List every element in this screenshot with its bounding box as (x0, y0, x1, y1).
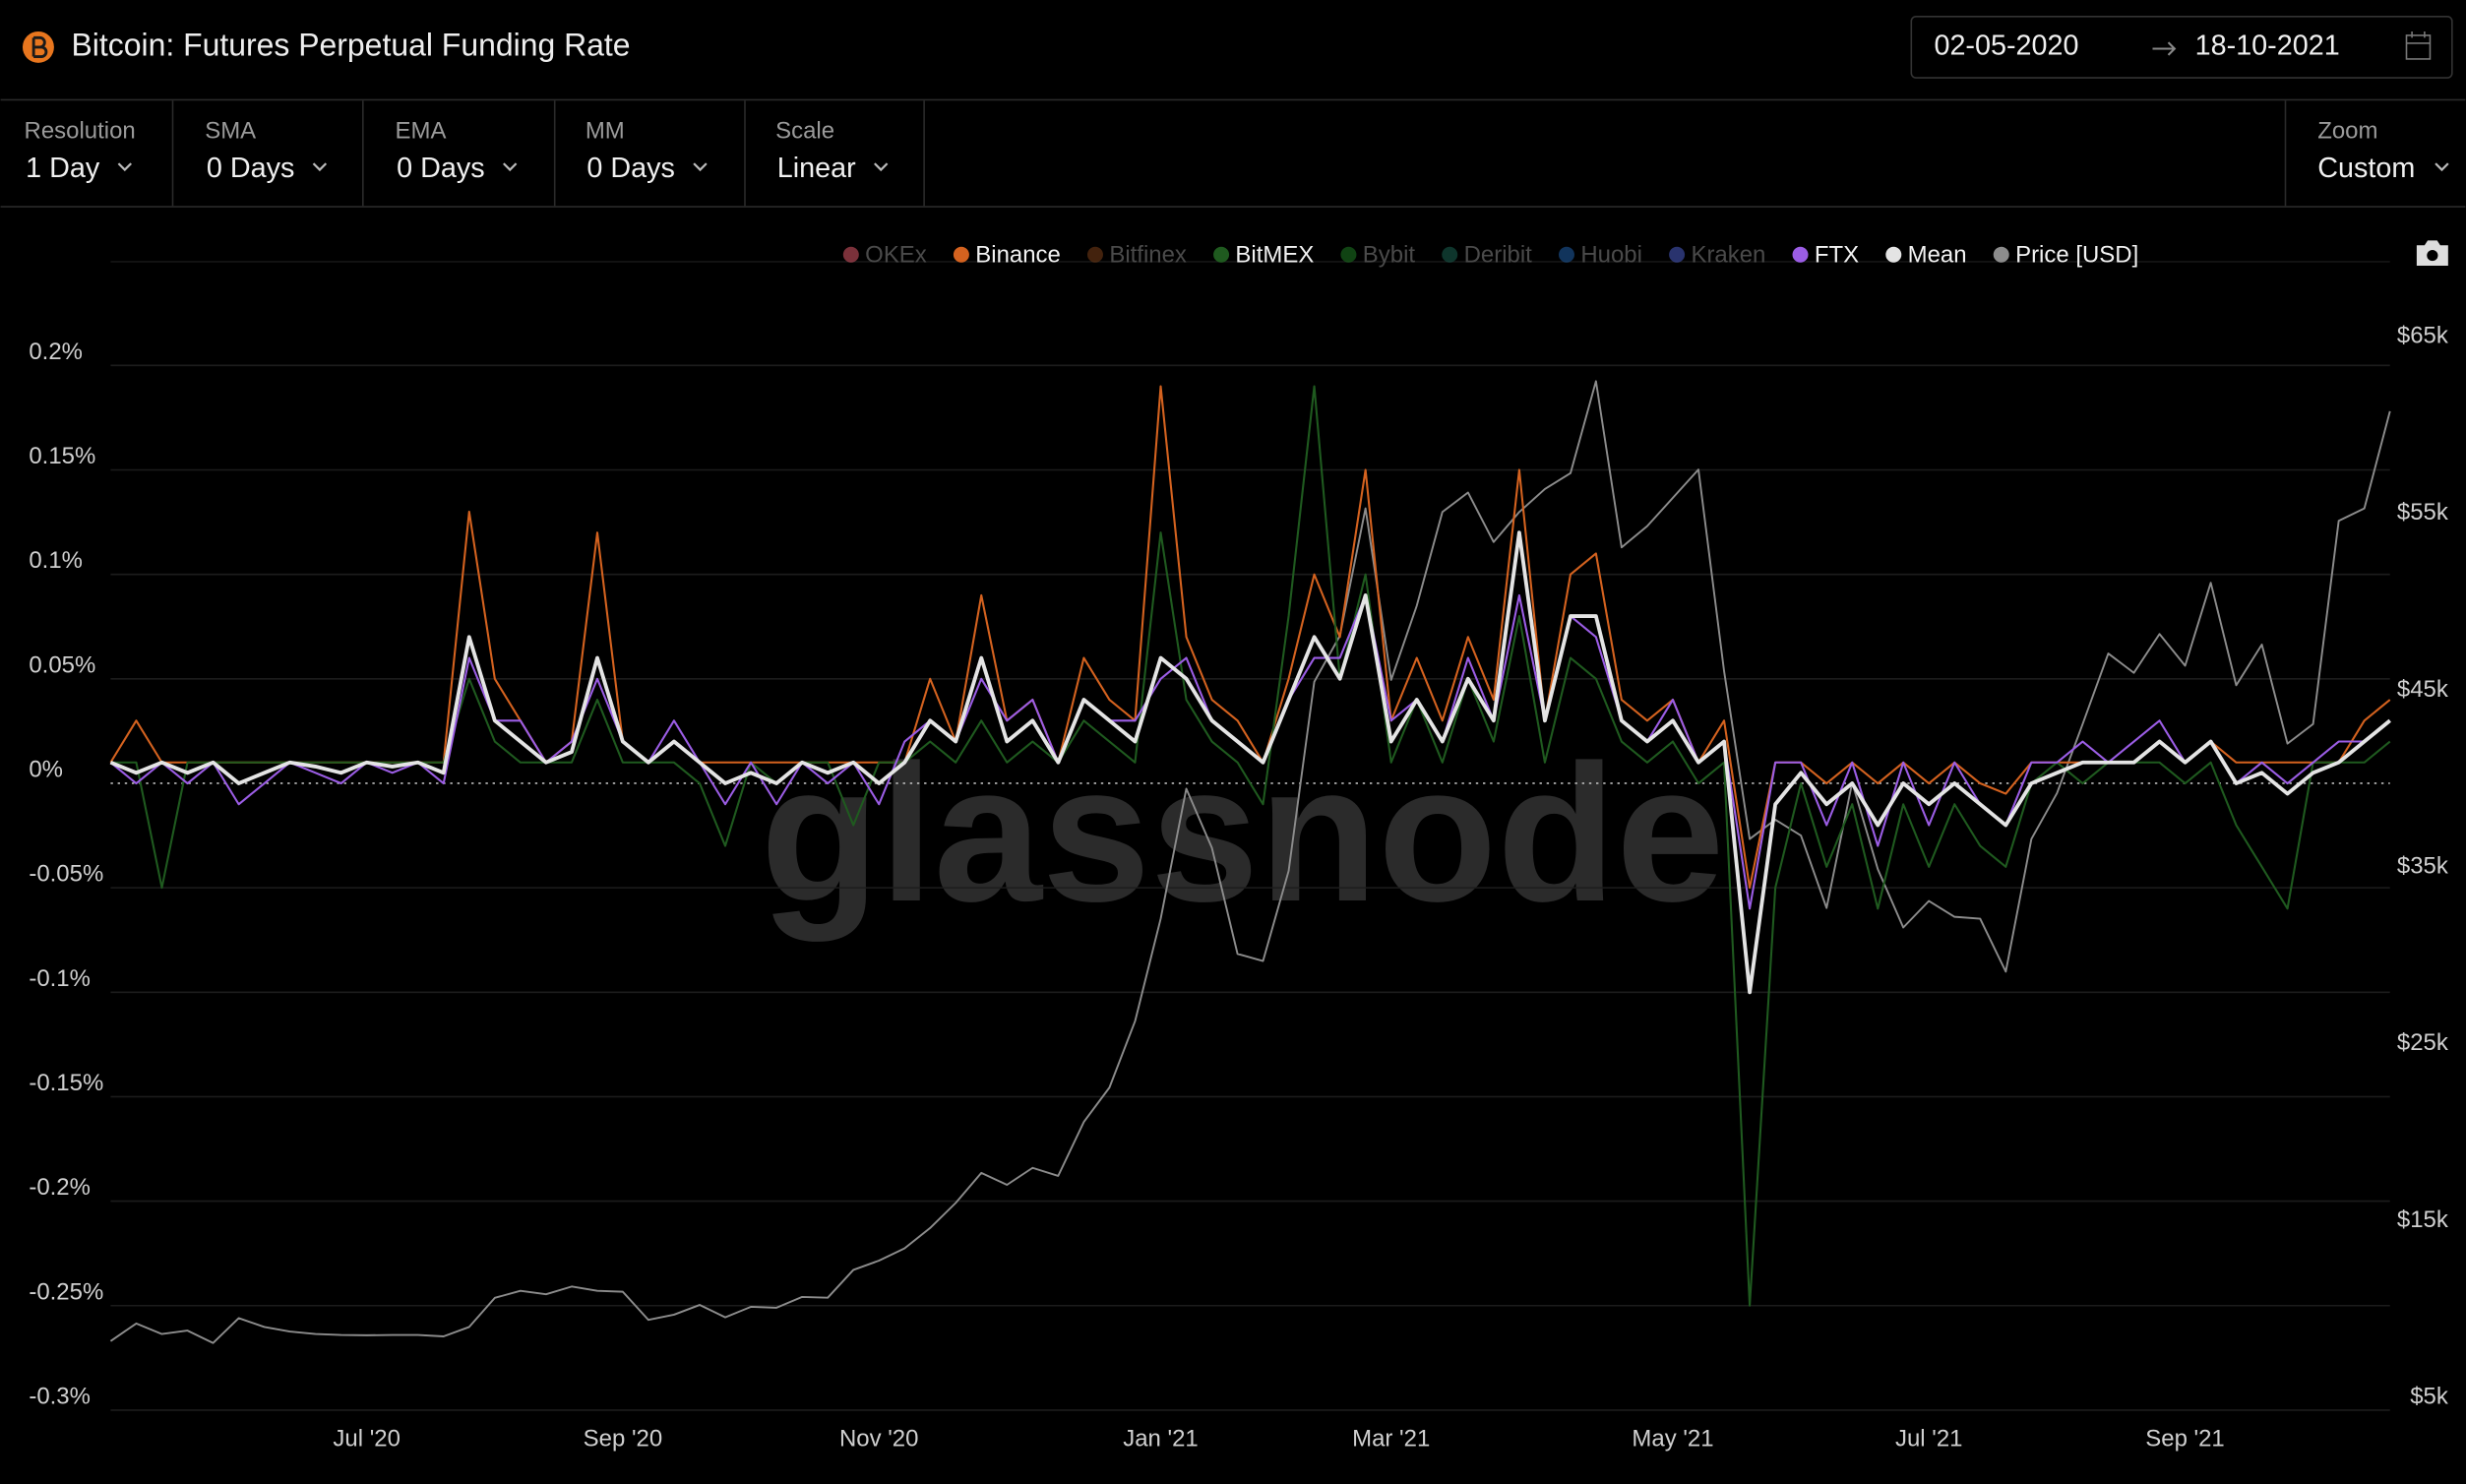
legend-label[interactable]: Bitfinex (1109, 242, 1187, 269)
y2-tick-label: $65k (2397, 323, 2449, 349)
date-from[interactable]: 02-05-2020 (1934, 31, 2078, 62)
series-line (110, 385, 2391, 1307)
legend-label[interactable]: Kraken (1691, 242, 1765, 269)
y2-tick-label: $25k (2397, 1029, 2449, 1056)
legend-label[interactable]: Huobi (1580, 242, 1642, 269)
chevron (312, 162, 328, 172)
control-value[interactable]: 0 Days (586, 153, 674, 184)
control-label: EMA (396, 118, 447, 145)
control-label: Scale (775, 118, 834, 145)
legend-label[interactable]: BitMEX (1235, 242, 1314, 269)
legend-dot[interactable] (1669, 246, 1686, 263)
chevron (503, 162, 518, 172)
legend-dot[interactable] (1340, 246, 1357, 263)
watermark: glassnode (761, 724, 1725, 942)
chevron (117, 162, 133, 172)
grid: 0.2% 0.15% 0.1% 0.05% 0% -0.05% -0.1% -0.15% -0.… (29, 261, 2449, 1453)
x-tick-label: Jan '21 (1123, 1426, 1199, 1453)
lines (109, 380, 2391, 1344)
series-line (109, 380, 2391, 1344)
chevron (874, 162, 889, 172)
chevron (693, 162, 708, 172)
y-tick-label: -0.15% (29, 1070, 103, 1096)
legend-label[interactable]: Mean (1908, 242, 1967, 269)
legend-dot[interactable] (842, 246, 859, 263)
y2-tick-label: $35k (2397, 853, 2449, 880)
y2-tick-label: $45k (2397, 676, 2449, 703)
camera-lens (2427, 249, 2438, 262)
bitcoin-glyph (31, 35, 48, 58)
control-label: MM (586, 118, 625, 145)
date-to[interactable]: 18-10-2021 (2195, 31, 2340, 62)
y-tick-label: -0.3% (29, 1383, 91, 1409)
y2-tick-label: $15k (2397, 1206, 2449, 1233)
control-value[interactable]: 0 Days (207, 153, 294, 184)
y-tick-label: 0% (29, 757, 63, 783)
y-tick-label: 0.05% (29, 651, 95, 678)
legend: OKEx Binance Bitfinex BitMEX Bybit Deribit Huo… (842, 242, 2138, 269)
y-tick-label: 0.2% (29, 339, 83, 365)
date-arrow (2152, 41, 2177, 56)
legend-label[interactable]: Bybit (1363, 242, 1416, 269)
x-tick-label: Jul '20 (333, 1426, 401, 1453)
x-tick-label: Sep '21 (2145, 1426, 2225, 1453)
x-tick-label: Jul '21 (1895, 1426, 1962, 1453)
series-line (109, 530, 2391, 995)
chevron (2435, 162, 2449, 172)
y-tick-label: -0.05% (29, 861, 103, 888)
legend-label[interactable]: FTX (1815, 242, 1859, 269)
control-value[interactable]: Linear (777, 153, 856, 184)
legend-label[interactable]: Binance (975, 242, 1061, 269)
x-tick-label: May '21 (1632, 1426, 1713, 1453)
legend-dot[interactable] (1213, 246, 1230, 263)
x-tick-label: Sep '20 (584, 1426, 663, 1453)
y2-tick-label: $5k (2410, 1383, 2449, 1409)
series-line (109, 385, 2391, 890)
y-tick-label: -0.25% (29, 1278, 103, 1305)
legend-label[interactable]: Deribit (1464, 242, 1533, 269)
y-tick-label: 0.15% (29, 443, 95, 469)
legend-dot[interactable] (1442, 246, 1458, 263)
y-tick-label: -0.2% (29, 1174, 91, 1201)
legend-label[interactable]: Price [USD] (2015, 242, 2138, 269)
x-tick-label: Mar '21 (1352, 1426, 1430, 1453)
zoom-label: Zoom (2317, 118, 2377, 145)
y2-tick-label: $55k (2397, 499, 2449, 526)
date-range[interactable] (1910, 15, 2453, 79)
control-value[interactable]: 1 Day (26, 153, 100, 184)
page-title: Bitcoin: Futures Perpetual Funding Rate (71, 27, 630, 62)
legend-dot[interactable] (1558, 246, 1574, 263)
legend-label[interactable]: OKEx (865, 242, 927, 269)
legend-dot[interactable] (1086, 246, 1103, 263)
x-tick-label: Nov '20 (839, 1426, 918, 1453)
control-label: Resolution (25, 118, 136, 145)
legend-dot[interactable] (953, 246, 969, 263)
control-value[interactable]: 0 Days (397, 153, 484, 184)
y-tick-label: -0.1% (29, 965, 91, 992)
controls: Resolution 1 Day SMA 0 Days EMA 0 Days MM 0 Day… (25, 100, 925, 207)
zoom-value[interactable]: Custom (2317, 153, 2415, 184)
legend-dot[interactable] (1993, 246, 2009, 263)
calendar-icon[interactable] (2405, 31, 2432, 60)
legend-dot[interactable] (1792, 246, 1809, 263)
y-tick-label: 0.1% (29, 547, 83, 574)
control-label: SMA (205, 118, 256, 145)
legend-dot[interactable] (1885, 246, 1902, 263)
